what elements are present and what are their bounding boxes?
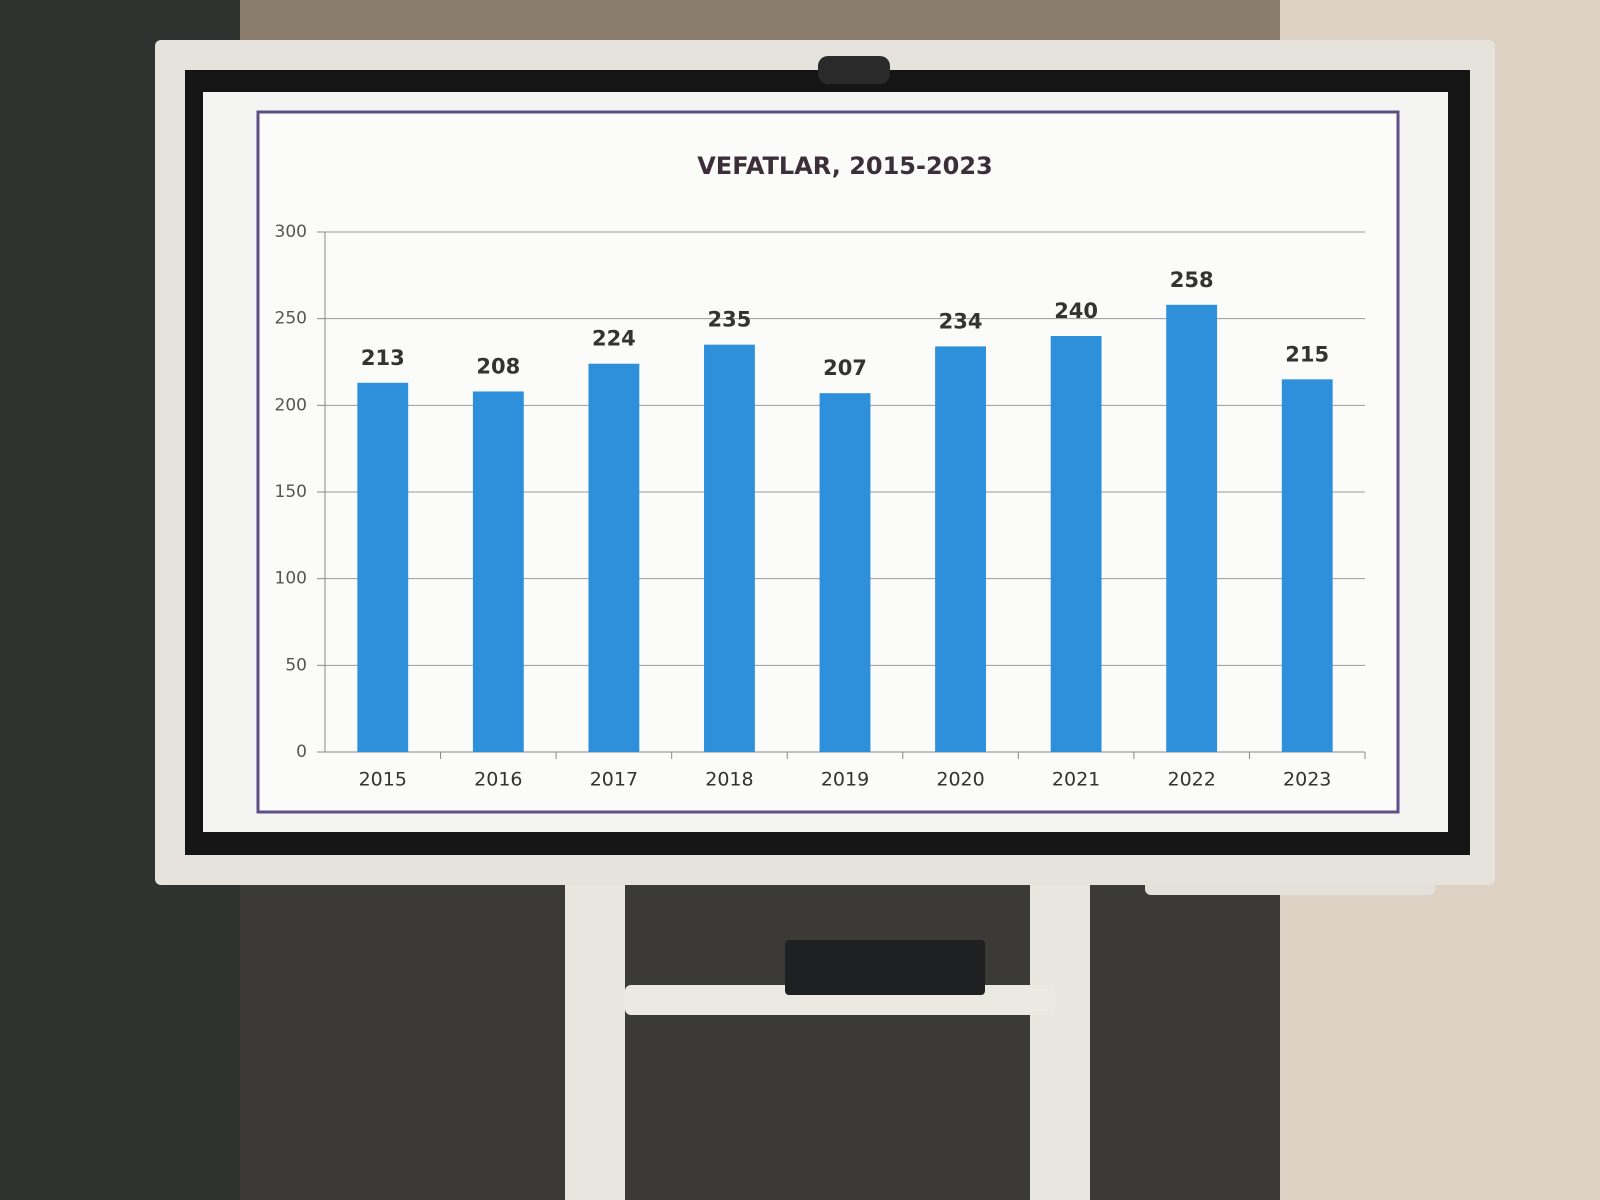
chart-title: VEFATLAR, 2015-2023 <box>697 152 993 180</box>
lower-area <box>240 860 1280 1200</box>
data-label: 258 <box>1170 268 1214 292</box>
bar <box>357 382 409 752</box>
x-tick-label: 2021 <box>1052 769 1100 791</box>
x-tick-label: 2018 <box>705 769 753 791</box>
y-tick-label: 0 <box>296 742 307 762</box>
bar <box>704 344 755 752</box>
bar <box>935 346 986 752</box>
data-label: 240 <box>1054 299 1098 323</box>
y-tick-label: 200 <box>275 395 307 415</box>
y-tick-label: 300 <box>275 222 307 242</box>
x-tick-label: 2020 <box>936 769 984 791</box>
data-label: 235 <box>708 308 752 332</box>
x-tick-label: 2015 <box>359 769 407 791</box>
x-tick-label: 2017 <box>590 769 638 791</box>
data-label: 207 <box>823 356 867 380</box>
bar <box>472 391 524 752</box>
y-tick-label: 100 <box>275 569 307 589</box>
data-label: 224 <box>592 327 636 351</box>
y-tick-label: 50 <box>285 655 307 675</box>
bar <box>1050 336 1102 752</box>
webcam <box>818 56 890 84</box>
y-tick-label: 250 <box>275 309 307 329</box>
data-label: 213 <box>361 346 405 370</box>
bar <box>588 363 640 752</box>
x-tick-label: 2022 <box>1167 769 1215 791</box>
x-tick-label: 2023 <box>1283 769 1331 791</box>
data-label: 208 <box>476 354 520 378</box>
bar <box>1166 304 1218 752</box>
bar <box>819 393 871 752</box>
data-label: 234 <box>939 309 983 333</box>
plot-area: 0 50 100 150 200 250 300 2015 213 2016 208 2017 224 2… <box>275 222 1366 791</box>
x-tick-label: 2016 <box>474 769 522 791</box>
x-tick-label: 2019 <box>821 769 869 791</box>
data-label: 215 <box>1285 342 1329 366</box>
y-tick-label: 150 <box>275 482 307 502</box>
stand-leg <box>1030 865 1090 1200</box>
device-box <box>785 940 985 995</box>
bar <box>1281 379 1333 752</box>
stand-leg <box>565 865 625 1200</box>
